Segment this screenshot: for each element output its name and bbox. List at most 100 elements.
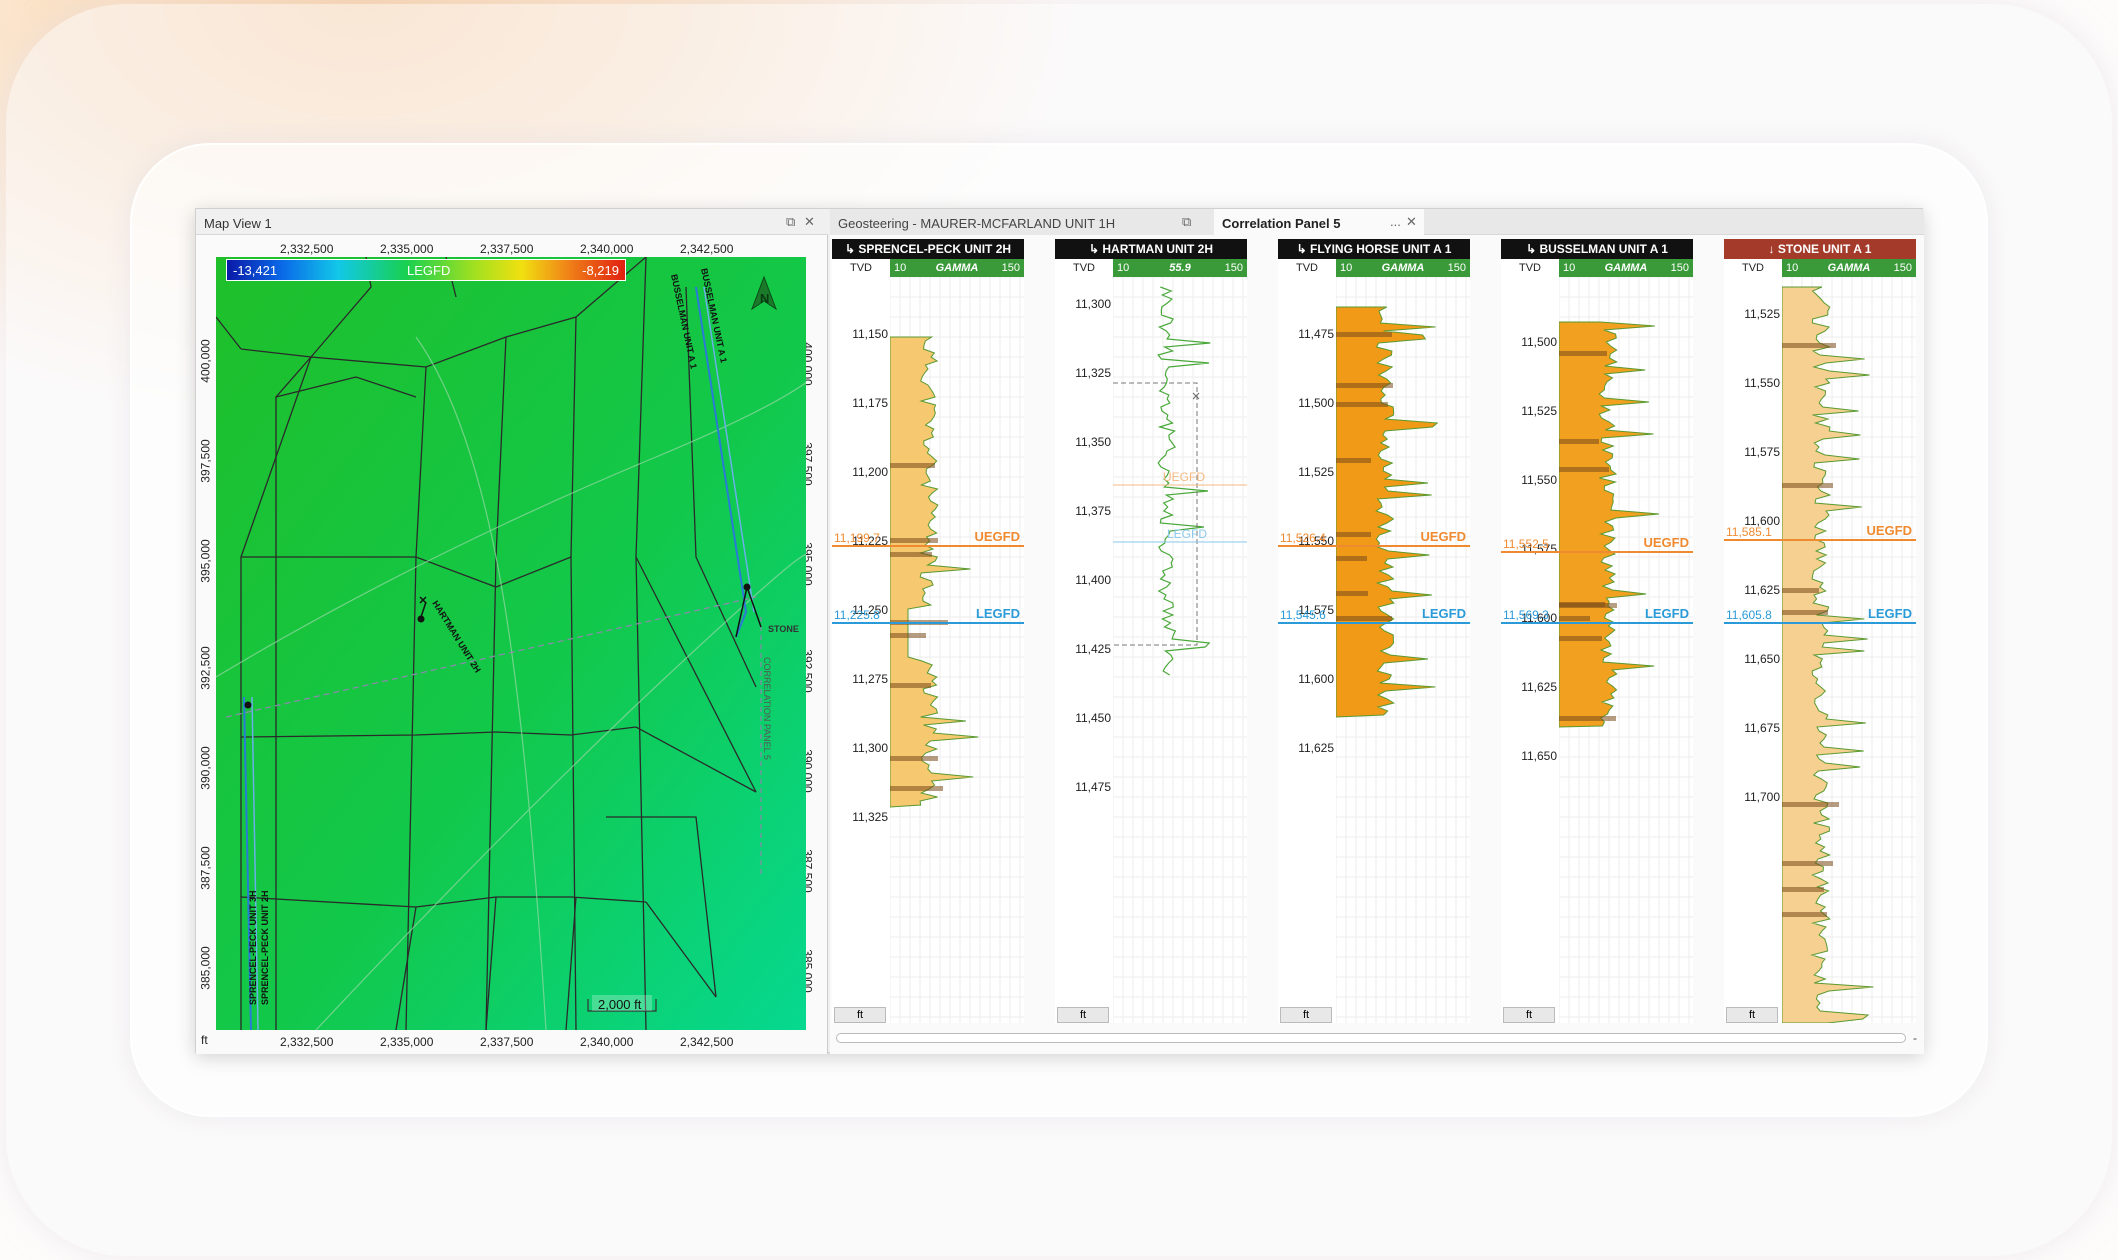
uegfd-pick-line[interactable]: 11,585.1 UEGFD bbox=[1724, 523, 1916, 541]
well-track[interactable]: ↳ FLYING HORSE UNIT A 1 TVD 10 GAMMA 150 11,4… bbox=[1278, 239, 1470, 1023]
legfd-pick-line[interactable]: 11,605.8 LEGFD bbox=[1724, 606, 1916, 624]
gamma-min: 10 bbox=[894, 262, 907, 274]
lithology-band bbox=[1782, 610, 1828, 615]
legfd-pick-line[interactable]: 11,225.8 LEGFD bbox=[832, 606, 1024, 624]
uegfd-pick-line[interactable]: 11,199.7 UEGFD bbox=[832, 529, 1024, 547]
map-canvas[interactable]: HARTMAN UNIT 2H BUSSELMAN UNIT A 1 BUSSE… bbox=[216, 257, 806, 1030]
uegfd-pick-line[interactable]: 11,552.5 UEGFD bbox=[1501, 535, 1693, 553]
well-track[interactable]: ↳ SPRENCEL-PECK UNIT 2H TVD 10 GAMMA 150 11,1… bbox=[832, 239, 1024, 1023]
depth-label: 11,600 bbox=[1298, 672, 1334, 686]
track-title: STONE UNIT A 1 bbox=[1777, 242, 1872, 256]
depth-label: 11,650 bbox=[1521, 749, 1557, 763]
legfd-label: LEGFD bbox=[1644, 606, 1689, 621]
uegfd-value: 11,526.4 bbox=[1280, 531, 1326, 545]
map-view-panel: Map View 1 ⧉ ✕ 2,332,500 2,335,000 2,337… bbox=[196, 209, 828, 1054]
legend-max: -8,219 bbox=[582, 263, 619, 278]
depth-label: 11,700 bbox=[1744, 790, 1780, 804]
well-track[interactable]: ↳ HARTMAN UNIT 2H TVD 10 55.9 150 UEGFD LEGFD 1… bbox=[1055, 239, 1247, 1023]
gamma-log-plot[interactable] bbox=[1782, 277, 1916, 1023]
uegfd-label: UEGFD bbox=[1420, 529, 1467, 544]
unit-button[interactable]: ft bbox=[1280, 1007, 1332, 1023]
tab-geosteering[interactable]: Geosteering - MAURER-MCFARLAND UNIT 1H bbox=[830, 209, 1214, 235]
gamma-log-plot[interactable] bbox=[1336, 277, 1470, 1023]
track-subheader: TVD 10 GAMMA 150 bbox=[1278, 259, 1470, 277]
depth-label: 11,400 bbox=[1075, 573, 1111, 587]
track-header[interactable]: ↓ STONE UNIT A 1 bbox=[1724, 239, 1916, 259]
track-header[interactable]: ↳ BUSSELMAN UNIT A 1 bbox=[1501, 239, 1693, 259]
depth-label: 11,525 bbox=[1744, 307, 1780, 321]
gamma-scale-bar[interactable]: 10 GAMMA 150 bbox=[1336, 259, 1470, 277]
lithology-band bbox=[1559, 351, 1607, 356]
y-tick: 390,000 bbox=[198, 746, 213, 790]
unit-button[interactable]: ft bbox=[1726, 1007, 1778, 1023]
lithology-band bbox=[1559, 716, 1616, 721]
legfd-pick-line[interactable]: 11,569.3 LEGFD bbox=[1501, 606, 1693, 624]
uegfd-pick-line[interactable]: 11,526.4 UEGFD bbox=[1278, 529, 1470, 547]
y-tick: 387,500 bbox=[198, 846, 213, 890]
x-tick: 2,332,500 bbox=[280, 1035, 334, 1049]
lithology-band bbox=[890, 463, 935, 468]
gamma-scale-bar[interactable]: 10 GAMMA 150 bbox=[1559, 259, 1693, 277]
gamma-curve bbox=[1782, 286, 1874, 1023]
track-subheader: TVD 10 GAMMA 150 bbox=[832, 259, 1024, 277]
x-tick: 2,340,000 bbox=[580, 242, 634, 256]
lithology-band bbox=[1336, 383, 1393, 388]
horizontal-scrollbar[interactable] bbox=[836, 1033, 1906, 1043]
restore-icon[interactable]: ⧉ bbox=[1182, 214, 1192, 229]
lithology-band bbox=[1336, 556, 1367, 561]
lithology-band bbox=[1336, 402, 1388, 407]
lithology-band bbox=[890, 633, 926, 638]
track-header[interactable]: ↳ SPRENCEL-PECK UNIT 2H bbox=[832, 239, 1024, 259]
gamma-max: 150 bbox=[1893, 262, 1912, 274]
uegfd-value: 11,199.7 bbox=[834, 531, 880, 545]
x-tick: 2,340,000 bbox=[580, 1035, 634, 1049]
gamma-scale-bar[interactable]: 10 55.9 150 bbox=[1113, 259, 1247, 277]
depth-label: 11,500 bbox=[1298, 396, 1334, 410]
gamma-scale-bar[interactable]: 10 GAMMA 150 bbox=[1782, 259, 1916, 277]
lithology-band bbox=[1336, 591, 1368, 596]
depth-label: 11,625 bbox=[1298, 741, 1334, 755]
legfd-pick-line[interactable]: 11,545.6 LEGFD bbox=[1278, 606, 1470, 624]
lithology-band bbox=[1336, 458, 1371, 463]
legfd-label: LEGFD bbox=[975, 606, 1020, 621]
track-header[interactable]: ↳ FLYING HORSE UNIT A 1 bbox=[1278, 239, 1470, 259]
gamma-max: 150 bbox=[1670, 262, 1689, 274]
restore-icon[interactable]: ⧉ bbox=[786, 214, 796, 229]
depth-label: 11,425 bbox=[1075, 642, 1111, 656]
depth-label: 11,550 bbox=[1298, 534, 1334, 548]
close-selection-icon[interactable] bbox=[1192, 392, 1200, 400]
zoom-out-icon[interactable]: - bbox=[1913, 1031, 1917, 1045]
gamma-log-plot[interactable]: UEGFD LEGFD bbox=[1113, 277, 1247, 1023]
depth-label: 11,350 bbox=[1075, 435, 1111, 449]
gamma-scale-bar[interactable]: 10 GAMMA 150 bbox=[890, 259, 1024, 277]
depth-label: 11,575 bbox=[1744, 445, 1780, 459]
well-sprencel-peck[interactable] bbox=[243, 696, 259, 1030]
well-track[interactable]: ↓ STONE UNIT A 1 TVD 10 GAMMA 150 11,525 11,55… bbox=[1724, 239, 1916, 1023]
uegfd-label: UEGFD bbox=[1866, 523, 1913, 538]
lithology-band bbox=[1782, 887, 1824, 892]
lithology-band bbox=[1559, 603, 1617, 608]
svg-text:2,000 ft: 2,000 ft bbox=[598, 997, 642, 1012]
close-icon[interactable]: ✕ bbox=[1406, 214, 1417, 229]
depth-label: 11,550 bbox=[1521, 473, 1557, 487]
well-busselman[interactable] bbox=[695, 286, 762, 638]
well-hartman[interactable] bbox=[417, 596, 427, 623]
close-icon[interactable]: ✕ bbox=[804, 214, 815, 229]
more-icon[interactable]: ... bbox=[1390, 214, 1401, 229]
unit-button[interactable]: ft bbox=[834, 1007, 886, 1023]
well-track[interactable]: ↳ BUSSELMAN UNIT A 1 TVD 10 GAMMA 150 11,500 1… bbox=[1501, 239, 1693, 1023]
depth-label: 11,500 bbox=[1521, 335, 1557, 349]
gamma-fill: UEGFD LEGFD bbox=[1113, 286, 1247, 676]
gamma-log-plot[interactable] bbox=[890, 277, 1024, 1023]
selection-box[interactable] bbox=[1113, 382, 1198, 646]
unit-button[interactable]: ft bbox=[1503, 1007, 1555, 1023]
legfd-ghost-label: LEGFD bbox=[1167, 527, 1207, 541]
tab-correlation-panel[interactable]: Correlation Panel 5 bbox=[1214, 209, 1424, 235]
gamma-log-plot[interactable] bbox=[1559, 277, 1693, 1023]
lithology-band bbox=[890, 538, 938, 543]
gamma-curve bbox=[1157, 286, 1211, 676]
lithology-band bbox=[1782, 912, 1827, 917]
gamma-min: 10 bbox=[1786, 262, 1799, 274]
track-header[interactable]: ↳ HARTMAN UNIT 2H bbox=[1055, 239, 1247, 259]
unit-button[interactable]: ft bbox=[1057, 1007, 1109, 1023]
